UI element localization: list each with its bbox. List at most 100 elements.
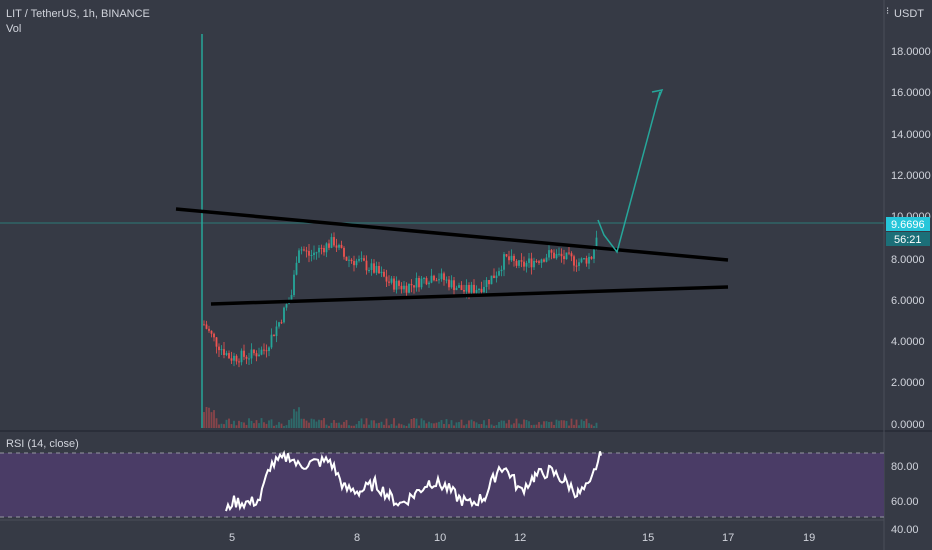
volume-bar (438, 421, 440, 428)
candle-body (425, 278, 428, 285)
candle-body (293, 274, 295, 296)
volume-bar (545, 421, 548, 428)
candle-body (355, 260, 358, 266)
candle-body (470, 284, 473, 293)
volume-bar (553, 425, 555, 428)
volume-bar (565, 420, 568, 428)
volume-bar (453, 425, 455, 428)
volume-bar (380, 421, 383, 428)
candle-body (465, 285, 468, 292)
volume-bar (363, 424, 365, 428)
candle-body (298, 250, 300, 263)
candle-body (313, 252, 315, 255)
projection-arrow[interactable] (597, 91, 661, 254)
candle-body (258, 354, 260, 357)
volume-bar (260, 418, 263, 428)
volume-bar (398, 423, 400, 428)
volume-bar (468, 420, 470, 428)
rsi-indicator-label[interactable]: RSI (14, close) (6, 438, 79, 450)
candle-body (385, 276, 388, 282)
candle-body (415, 277, 418, 288)
candle-body (270, 334, 273, 348)
volume-bar (335, 422, 338, 428)
price-label: 12.0000 (891, 170, 931, 182)
volume-bar (505, 423, 508, 428)
candle-body (583, 258, 585, 260)
candle-body (535, 260, 538, 262)
volume-bar (555, 419, 558, 428)
volume-bar (508, 419, 510, 428)
candle-body (460, 285, 463, 291)
candle-body (253, 349, 255, 354)
volume-bar (538, 422, 540, 428)
candle-body (300, 249, 303, 251)
lower-trendline[interactable] (210, 285, 729, 306)
price-label: 2.0000 (891, 377, 925, 389)
candle-body (458, 285, 460, 288)
candle-body (250, 349, 253, 359)
candle-body (340, 244, 343, 248)
candle-body (548, 250, 550, 258)
candle-body (263, 349, 265, 351)
volume-indicator-label[interactable]: Vol (6, 23, 22, 35)
countdown-tag (886, 232, 930, 246)
candle-body (418, 277, 420, 288)
symbol-title[interactable]: LIT / TetherUS, 1h, BINANCE (6, 8, 150, 20)
time-axis-label: 15 (642, 532, 654, 544)
volume-bar (220, 423, 223, 428)
volume-bar (270, 419, 273, 428)
candle-body (593, 247, 595, 259)
volume-bar (513, 423, 515, 428)
volume-bar (355, 424, 358, 428)
candle-body (240, 350, 243, 363)
candle-body (545, 257, 548, 262)
candle-body (323, 248, 325, 253)
candle-body (553, 252, 555, 259)
candle-body (273, 334, 275, 336)
candle-body (235, 355, 238, 362)
time-axis: 5 8 10 12 15 17 19 (229, 532, 815, 544)
candle-body (230, 358, 233, 361)
candle-body (558, 253, 560, 255)
candle-body (423, 278, 425, 280)
volume-bar (345, 420, 348, 428)
candle-body (435, 280, 438, 282)
volume-bar (430, 423, 433, 428)
candle-body (555, 254, 558, 259)
volume-bar (463, 425, 465, 428)
candle-body (480, 288, 483, 293)
candle-body (430, 275, 433, 283)
volume-bar (225, 419, 228, 428)
candle-body (238, 361, 240, 363)
volume-bar (563, 420, 565, 428)
candle-body (403, 285, 405, 290)
candle-body (485, 280, 488, 287)
candle-body (450, 280, 453, 288)
candle-body (505, 254, 508, 257)
volume-bar (533, 424, 535, 428)
volume-bar (418, 425, 420, 428)
rsi-band (0, 453, 884, 517)
currency-label[interactable]: USDT (894, 8, 924, 20)
candle-body (463, 290, 465, 292)
price-axis: 18.0000 16.0000 14.0000 12.0000 10.0000 … (891, 46, 931, 431)
volume-bar (268, 420, 270, 428)
candle-body (203, 324, 205, 326)
volume-bar (405, 425, 408, 428)
volume-bar (440, 420, 443, 428)
candle-body (493, 275, 495, 279)
scale-settings-icon[interactable]: ⁝ (886, 6, 890, 17)
candle-body (338, 244, 340, 248)
candle-body (205, 324, 208, 329)
volume-bar (368, 424, 370, 428)
volume-bar (588, 423, 590, 428)
candle-body (528, 258, 530, 263)
upper-trendline[interactable] (175, 207, 729, 262)
volume-bar (238, 420, 240, 428)
projection-arrowhead (651, 88, 664, 101)
volume-bar (248, 418, 250, 428)
candle-body (515, 260, 518, 266)
volume-bar (493, 425, 495, 428)
candle-body (495, 275, 498, 279)
